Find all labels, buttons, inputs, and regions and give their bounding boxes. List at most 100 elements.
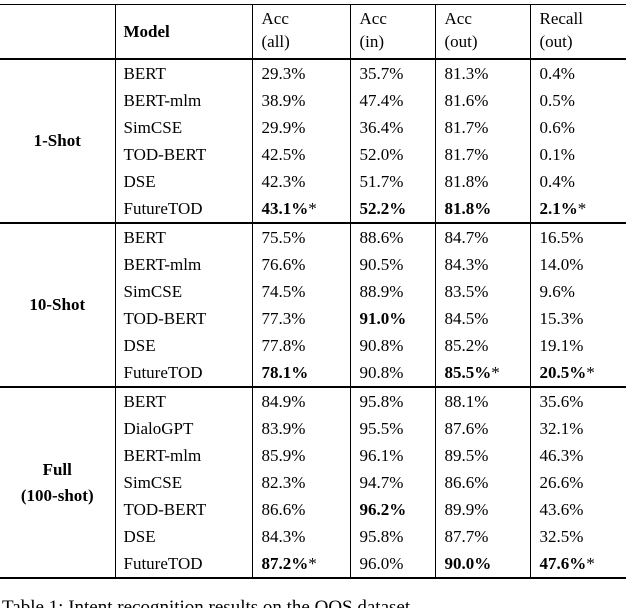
model-name: SimCSE [114, 114, 252, 141]
metric-value: 75.5% [251, 222, 350, 251]
group-label-line: 1-Shot [33, 131, 81, 150]
header-recall-out-line2: (out) [539, 32, 573, 51]
metric-value: 43.6% [529, 496, 626, 523]
model-name: DSE [114, 168, 252, 195]
metric-value: 89.9% [434, 496, 530, 523]
significance-star: * [491, 362, 500, 382]
metric-value: 9.6% [529, 278, 626, 305]
metric-value: 15.3% [529, 305, 626, 332]
metric-value: 87.6% [434, 415, 530, 442]
metric-value: 91.0% [349, 305, 435, 332]
model-name: DSE [114, 523, 252, 550]
group-label-line: (100-shot) [20, 485, 94, 505]
metric-value: 84.5% [434, 305, 530, 332]
metric-value: 84.9% [251, 386, 350, 415]
metric-value: 84.7% [434, 222, 530, 251]
header-acc-in: Acc (in) [349, 4, 435, 60]
significance-star: * [308, 198, 317, 218]
metric-value: 52.2% [349, 195, 435, 223]
header-acc-all-line2: (all) [261, 32, 290, 51]
metric-value: 0.1% [529, 141, 626, 168]
table-row: FutureTOD 43.1%* 52.2% 81.8% 2.1%* [0, 195, 626, 223]
metric-value: 76.6% [251, 251, 350, 278]
header-row: Model Acc (all) Acc (in) Acc (out) Recal… [0, 4, 626, 60]
model-name: BERT-mlm [114, 251, 252, 278]
metric-value: 42.3% [251, 168, 350, 195]
metric-value: 81.6% [434, 87, 530, 114]
header-group-cell [0, 4, 115, 60]
table-row: 1-Shot BERT 29.3% 35.7% 81.3% 0.4% [0, 58, 626, 223]
metric-value: 29.3% [251, 58, 350, 87]
metric-value: 83.9% [251, 415, 350, 442]
model-name: FutureTOD [114, 550, 252, 578]
table-row: BERT-mlm 85.9% 96.1% 89.5% 46.3% [0, 442, 626, 469]
metric-value: 90.0% [434, 550, 530, 578]
table-row: BERT-mlm 38.9% 47.4% 81.6% 0.5% [0, 87, 626, 114]
metric-value: 81.7% [434, 141, 530, 168]
header-acc-out-line1: Acc [444, 9, 472, 28]
table-row: Full (100-shot) BERT 84.9% 95.8% 88.1% 35.6% [0, 386, 626, 578]
metric-value: 43.1%* [251, 195, 350, 223]
table-row: SimCSE 82.3% 94.7% 86.6% 26.6% [0, 469, 626, 496]
table-row: BERT-mlm 76.6% 90.5% 84.3% 14.0% [0, 251, 626, 278]
metric-value: 52.0% [349, 141, 435, 168]
table-row: DSE 77.8% 90.8% 85.2% 19.1% [0, 332, 626, 359]
metric-value: 0.4% [529, 58, 626, 87]
header-acc-in-line1: Acc [359, 9, 387, 28]
table-row: DSE 84.3% 95.8% 87.7% 32.5% [0, 523, 626, 550]
table-row: DialoGPT 83.9% 95.5% 87.6% 32.1% [0, 415, 626, 442]
table-row: FutureTOD 78.1% 90.8% 85.5%* 20.5%* [0, 359, 626, 387]
metric-value: 87.7% [434, 523, 530, 550]
model-name: BERT [114, 222, 252, 251]
table-row: TOD-BERT 42.5% 52.0% 81.7% 0.1% [0, 141, 626, 168]
metric-value: 29.9% [251, 114, 350, 141]
metric-value: 96.0% [349, 550, 435, 578]
metric-value: 95.8% [349, 386, 435, 415]
model-name: BERT [114, 386, 252, 415]
header-acc-all: Acc (all) [251, 4, 350, 60]
model-name: DialoGPT [114, 415, 252, 442]
metric-value: 82.3% [251, 469, 350, 496]
metric-value: 81.7% [434, 114, 530, 141]
group-label: Full (100-shot) [0, 386, 115, 578]
group-label: 1-Shot [0, 58, 115, 223]
metric-value: 35.7% [349, 58, 435, 87]
metric-value: 51.7% [349, 168, 435, 195]
metric-value: 90.8% [349, 359, 435, 387]
table-caption: Table 1: Intent recognition results on t… [2, 597, 411, 608]
metric-value: 47.4% [349, 87, 435, 114]
metric-value: 95.5% [349, 415, 435, 442]
metric-value: 81.8% [434, 168, 530, 195]
metric-value: 36.4% [349, 114, 435, 141]
header-recall-out-line1: Recall [539, 9, 583, 28]
metric-value: 90.8% [349, 332, 435, 359]
model-name: BERT-mlm [114, 87, 252, 114]
model-name: FutureTOD [114, 359, 252, 387]
header-recall-out: Recall (out) [529, 4, 626, 60]
metric-value: 32.5% [529, 523, 626, 550]
results-table: Model Acc (all) Acc (in) Acc (out) Recal… [0, 4, 626, 579]
table-row: DSE 42.3% 51.7% 81.8% 0.4% [0, 168, 626, 195]
metric-value: 16.5% [529, 222, 626, 251]
metric-value: 19.1% [529, 332, 626, 359]
header-acc-out-line2: (out) [444, 32, 478, 51]
metric-value: 77.8% [251, 332, 350, 359]
model-name: SimCSE [114, 278, 252, 305]
metric-value: 84.3% [434, 251, 530, 278]
metric-value: 85.5%* [434, 359, 530, 387]
metric-value: 89.5% [434, 442, 530, 469]
model-name: TOD-BERT [114, 496, 252, 523]
model-name: BERT [114, 58, 252, 87]
table-row: TOD-BERT 77.3% 91.0% 84.5% 15.3% [0, 305, 626, 332]
metric-value: 35.6% [529, 386, 626, 415]
metric-value: 85.2% [434, 332, 530, 359]
model-name: BERT-mlm [114, 442, 252, 469]
header-model: Model [114, 4, 252, 60]
metric-value: 86.6% [434, 469, 530, 496]
metric-value: 20.5%* [529, 359, 626, 387]
group-label: 10-Shot [0, 222, 115, 387]
metric-value: 14.0% [529, 251, 626, 278]
metric-value: 0.5% [529, 87, 626, 114]
significance-star: * [586, 553, 595, 573]
